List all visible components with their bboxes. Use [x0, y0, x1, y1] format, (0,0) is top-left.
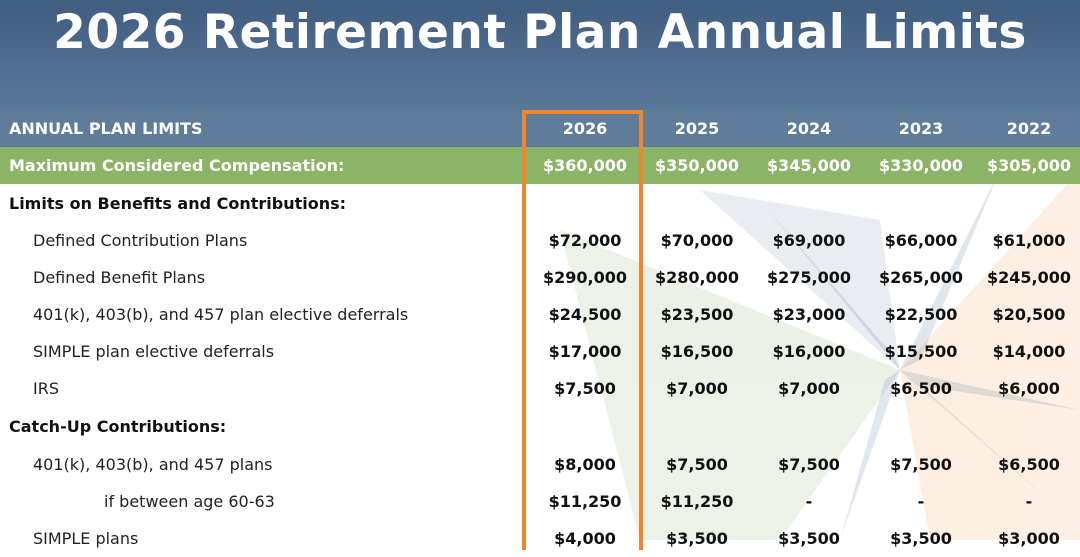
value-2023: -	[917, 492, 925, 511]
row-label: SIMPLE plans	[33, 529, 139, 548]
year-2023-header: 2023	[898, 119, 944, 138]
value-2024: $275,000	[766, 268, 851, 287]
value-2023: $66,000	[884, 231, 958, 250]
table-row: Defined Benefit Plans $290,000 $280,000 …	[0, 259, 1080, 296]
value-2023: $15,500	[884, 342, 958, 361]
value-2022: -	[1025, 492, 1033, 511]
value-2026: $8,000	[554, 455, 616, 474]
row-label: 401(k), 403(b), and 457 plans	[33, 455, 273, 474]
row-label: if between age 60-63	[104, 492, 275, 511]
compensation-label: Maximum Considered Compensation:	[9, 156, 345, 175]
compensation-2023: $330,000	[878, 156, 963, 175]
value-2025: $280,000	[654, 268, 739, 287]
value-2026: $72,000	[548, 231, 622, 250]
row-label: IRS	[33, 379, 59, 398]
value-2025: $11,250	[660, 492, 734, 511]
value-2025: $7,000	[666, 379, 728, 398]
value-2022: $20,500	[992, 305, 1066, 324]
year-2025-header: 2025	[674, 119, 720, 138]
year-2024-header: 2024	[786, 119, 832, 138]
section-header: Limits on Benefits and Contributions:	[0, 185, 1080, 222]
compensation-2024: $345,000	[766, 156, 851, 175]
header-row: ANNUAL PLAN LIMITS 2026 2025 2024 2023 2…	[0, 110, 1080, 147]
value-2023: $3,500	[890, 529, 952, 548]
compass-watermark	[560, 170, 1080, 540]
value-2025: $7,500	[666, 455, 728, 474]
table-row: if between age 60-63 $11,250 $11,250 - -…	[0, 483, 1080, 520]
value-2024: $23,000	[772, 305, 846, 324]
page-title: 2026 Retirement Plan Annual Limits	[53, 5, 1027, 60]
value-2026: $290,000	[542, 268, 627, 287]
value-2024: $7,500	[778, 455, 840, 474]
value-2022: $61,000	[992, 231, 1066, 250]
year-2026-header: 2026	[562, 119, 608, 138]
compensation-2026: $360,000	[542, 156, 627, 175]
value-2026: $17,000	[548, 342, 622, 361]
title-banner: 2026 Retirement Plan Annual Limits	[0, 0, 1080, 110]
value-2024: $3,500	[778, 529, 840, 548]
value-2025: $3,500	[666, 529, 728, 548]
value-2025: $70,000	[660, 231, 734, 250]
compensation-2025: $350,000	[654, 156, 739, 175]
section-label: Catch-Up Contributions:	[9, 417, 227, 436]
compensation-2022: $305,000	[986, 156, 1071, 175]
table-row: 401(k), 403(b), and 457 plan elective de…	[0, 296, 1080, 333]
value-2024: $7,000	[778, 379, 840, 398]
table-row: 401(k), 403(b), and 457 plans $8,000 $7,…	[0, 446, 1080, 483]
value-2022: $6,500	[998, 455, 1060, 474]
value-2023: $265,000	[878, 268, 963, 287]
value-2026: $11,250	[548, 492, 622, 511]
year-2026-highlight-box	[522, 110, 643, 550]
value-2025: $23,500	[660, 305, 734, 324]
value-2023: $7,500	[890, 455, 952, 474]
value-2023: $22,500	[884, 305, 958, 324]
value-2023: $6,500	[890, 379, 952, 398]
compensation-row: Maximum Considered Compensation: $360,00…	[0, 147, 1080, 184]
value-2024: $16,000	[772, 342, 846, 361]
year-2022-header: 2022	[1006, 119, 1052, 138]
row-label: Defined Contribution Plans	[33, 231, 248, 250]
row-label: Defined Benefit Plans	[33, 268, 206, 287]
table-row: IRS $7,500 $7,000 $7,000 $6,500 $6,000	[0, 370, 1080, 407]
table-row: Defined Contribution Plans $72,000 $70,0…	[0, 222, 1080, 259]
row-label: SIMPLE plan elective deferrals	[33, 342, 275, 361]
value-2022: $3,000	[998, 529, 1060, 548]
value-2022: $245,000	[986, 268, 1071, 287]
header-label: ANNUAL PLAN LIMITS	[9, 119, 203, 138]
table-row: SIMPLE plan elective deferrals $17,000 $…	[0, 333, 1080, 370]
value-2025: $16,500	[660, 342, 734, 361]
value-2022: $6,000	[998, 379, 1060, 398]
value-2026: $7,500	[554, 379, 616, 398]
value-2024: -	[805, 492, 813, 511]
value-2026: $24,500	[548, 305, 622, 324]
value-2024: $69,000	[772, 231, 846, 250]
section-label: Limits on Benefits and Contributions:	[9, 194, 347, 213]
value-2022: $14,000	[992, 342, 1066, 361]
section-header: Catch-Up Contributions:	[0, 408, 1080, 445]
row-label: 401(k), 403(b), and 457 plan elective de…	[33, 305, 409, 324]
